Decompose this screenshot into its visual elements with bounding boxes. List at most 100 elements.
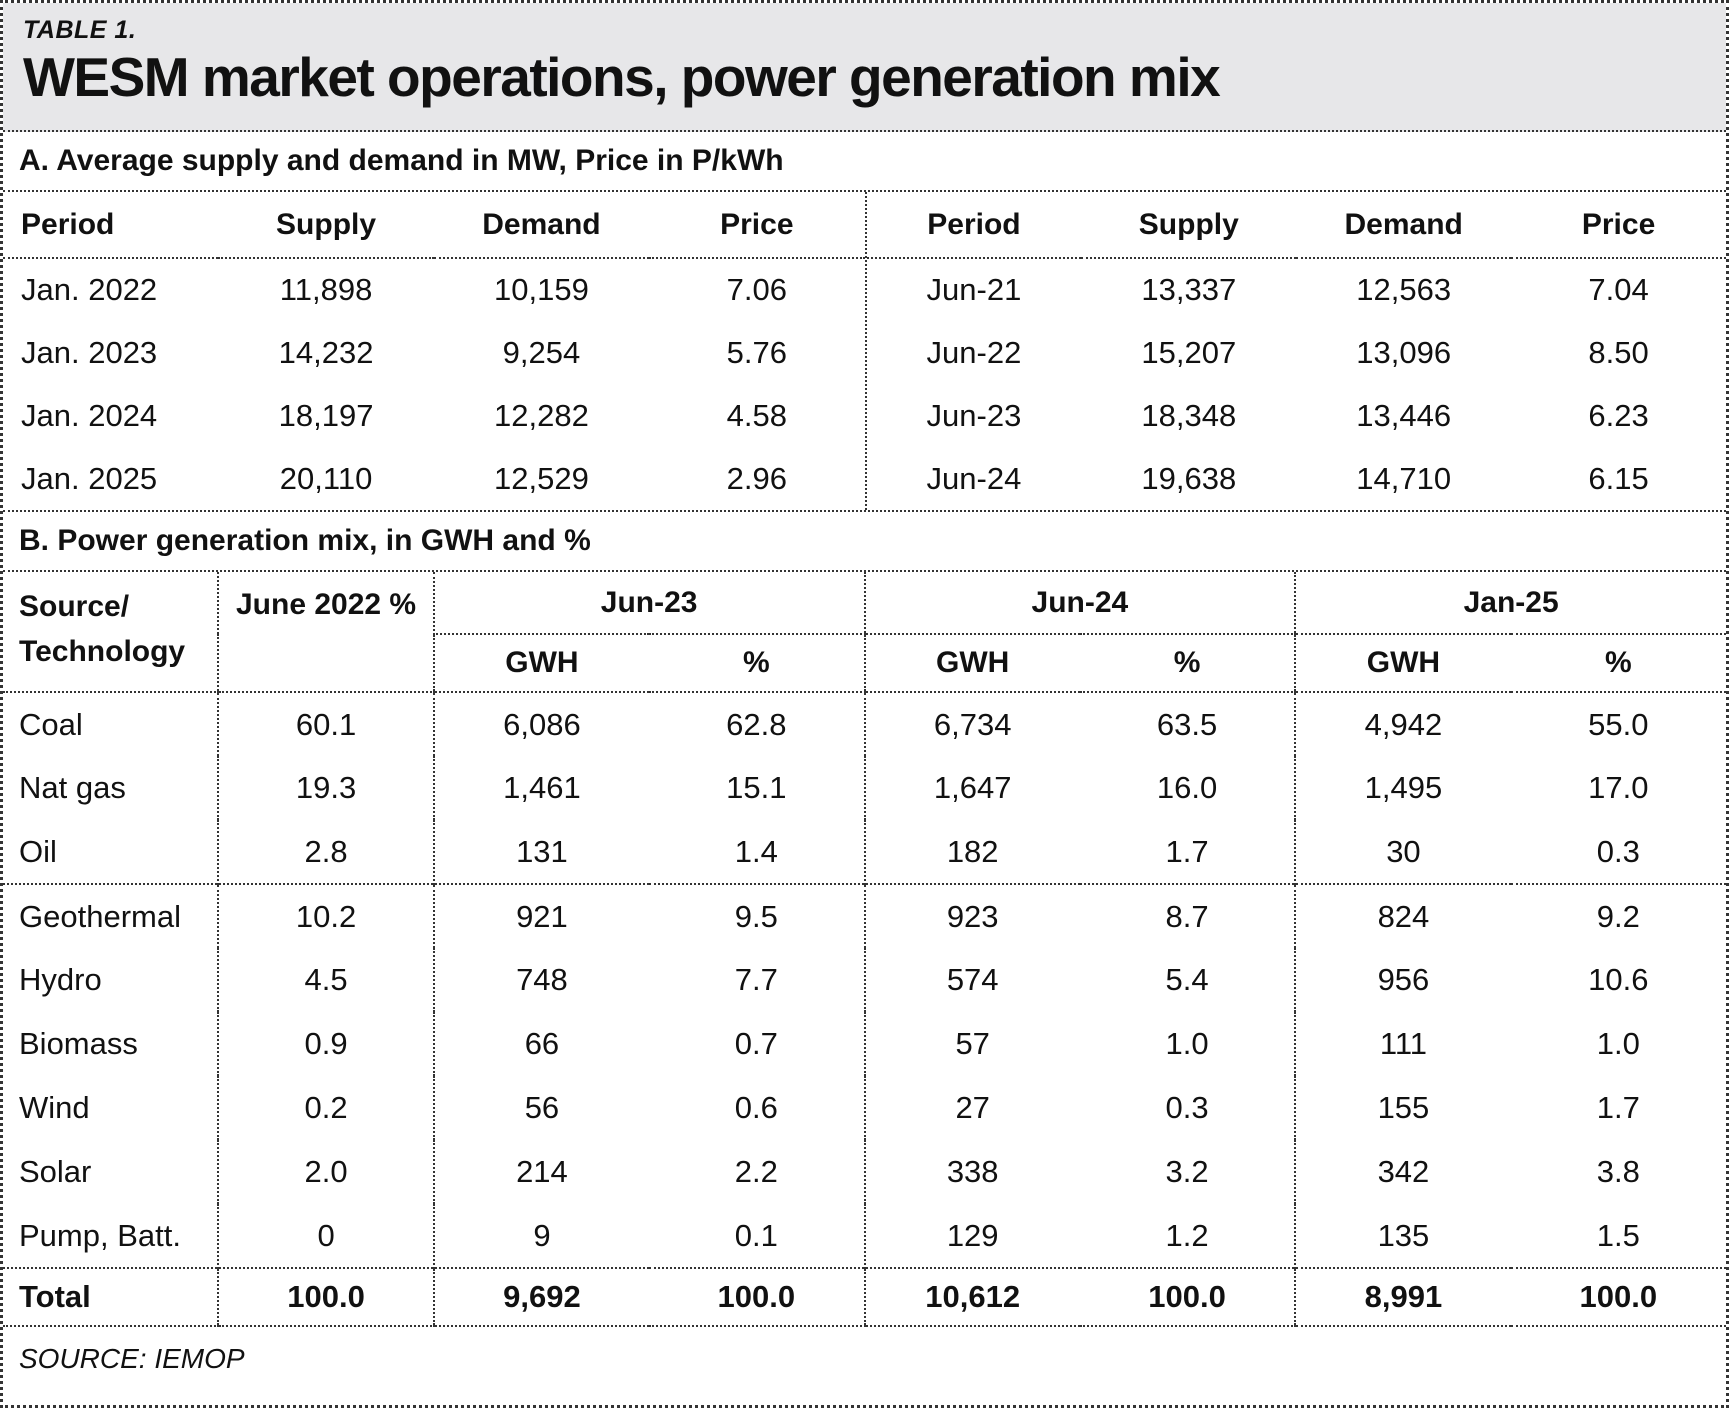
table-cell: 11,898 (279, 272, 373, 307)
table-cell: Jun-22 (926, 334, 1022, 370)
table-cell: 1.0 (1165, 1026, 1209, 1061)
table-cell: 55.0 (1588, 706, 1649, 742)
table-cell: Coal (19, 706, 83, 742)
table-cell: 0.9 (217, 1012, 434, 1076)
table-row: Biomass 0.9 66 0.7 57 1.0 111 1.0 (3, 1012, 1726, 1076)
table-cell: 111 (1294, 1012, 1511, 1076)
title-band: TABLE 1. WESM market operations, power g… (3, 3, 1726, 132)
table-cell: 921 (432, 883, 650, 948)
table-cell: 0.7 (734, 1026, 778, 1061)
table-cell: Geothermal (3, 883, 219, 948)
supply-demand-table-right: Period Supply Demand Price Jun-21 13,337 1… (866, 192, 1727, 510)
total-row: Total 100.0 9,692 100.0 10,612 100.0 8,9… (3, 1267, 1726, 1327)
table-cell: 1,495 (1294, 756, 1511, 820)
column-header-supply: Supply (218, 192, 434, 259)
table-cell: Biomass (19, 1026, 138, 1061)
table-cell: 14,710 (1356, 460, 1452, 496)
table-cell: 15.1 (726, 770, 787, 805)
table-cell: 1.7 (1165, 833, 1209, 869)
column-header-source-technology: Source/ Technology (3, 572, 219, 693)
table-cell: 214 (432, 1140, 650, 1204)
table-row: Solar 2.0 214 2.2 338 3.2 342 3.8 (3, 1140, 1726, 1204)
page-title: WESM market operations, power generation… (23, 46, 1221, 108)
table-cell: 1.4 (734, 833, 778, 869)
table-cell: 7.04 (1588, 272, 1649, 307)
table-cell: 12,529 (494, 460, 589, 496)
table-row: Jan. 2022 11,898 10,159 7.06 (3, 258, 865, 321)
table-cell: 13,446 (1356, 397, 1452, 433)
column-header-row: Period Supply Demand Price (3, 192, 865, 259)
table-cell: 12,563 (1356, 272, 1452, 307)
table-cell: 1.0 (1596, 1026, 1640, 1061)
table-cell: 8,991 (1294, 1267, 1511, 1327)
table-cell: 0.3 (1165, 1090, 1209, 1125)
table-cell: 956 (1294, 948, 1511, 1012)
column-header-june-2022: June 2022 % (217, 572, 434, 693)
table-cell: 9,254 (502, 334, 581, 370)
table-cell: 15,207 (1141, 334, 1237, 370)
subcolumn-header-row: GWH % GWH % GWH % (3, 634, 1726, 693)
column-header-price: Price (1511, 192, 1726, 259)
table-cell: 748 (432, 948, 650, 1012)
table-cell: 4.58 (726, 397, 787, 433)
table-cell: 9 (432, 1204, 650, 1268)
table-cell: Jan. 2024 (21, 397, 158, 433)
table-cell: 62.8 (726, 706, 787, 742)
section-a-right-table: Period Supply Demand Price Jun-21 13,337 1… (864, 192, 1727, 510)
table-cell: 5.76 (726, 334, 787, 370)
table-cell: Solar (19, 1154, 92, 1189)
column-header-demand: Demand (1296, 192, 1512, 259)
section-b-heading: B. Power generation mix, in GWH and % (3, 512, 1726, 572)
section-a-left-table: Period Supply Demand Price Jan. 2022 11,8… (3, 192, 865, 510)
table-cell: Nat gas (19, 770, 126, 805)
table-cell: Jan. 2022 (21, 272, 158, 307)
supply-demand-table-left: Period Supply Demand Price Jan. 2022 11,8… (3, 192, 865, 510)
table-cell: 100.0 (1510, 1267, 1726, 1327)
table-cell: 66 (432, 1012, 650, 1076)
table-cell: 5.4 (1165, 962, 1209, 997)
section-a-heading: A. Average supply and demand in MW, Pric… (3, 132, 1726, 192)
table-row: Jan. 2024 18,197 12,282 4.58 (3, 384, 865, 447)
table-cell: 63.5 (1156, 706, 1218, 742)
table-cell: 10.2 (217, 883, 434, 948)
table-cell: Jun-23 (926, 397, 1022, 433)
table-cell: 338 (863, 1140, 1080, 1204)
table-cell: 6.15 (1588, 460, 1649, 496)
table-cell: 19,638 (1141, 460, 1237, 496)
table-cell: 27 (863, 1076, 1080, 1140)
table-row: Oil 2.8 131 1.4 182 1.7 30 0.3 (3, 820, 1726, 884)
table-row: Geothermal 10.2 921 9.5 923 8.7 824 9.2 (3, 883, 1726, 948)
table-cell: 9.5 (649, 883, 865, 948)
table-row: Jun-21 13,337 12,563 7.04 (867, 258, 1727, 321)
table-cell: 342 (1294, 1140, 1511, 1204)
table-cell: 155 (1294, 1076, 1511, 1140)
subcolumn-header-gwh: GWH (432, 634, 650, 693)
group-header-jan-25: Jan-25 (1294, 572, 1726, 635)
subcolumn-header-pct: % (1079, 634, 1296, 693)
table-cell: 13,337 (1141, 272, 1237, 307)
table-cell: 182 (863, 820, 1080, 884)
table-cell: 14,232 (278, 334, 374, 370)
source-header-line2: Technology (19, 635, 186, 668)
table-cell: 135 (1294, 1204, 1511, 1268)
table-cell: 3.2 (1165, 1154, 1209, 1189)
table-cell: 9,692 (432, 1267, 650, 1327)
table-cell: Pump, Batt. (19, 1217, 181, 1253)
table-cell: 7.06 (726, 272, 787, 307)
table-row: Hydro 4.5 748 7.7 574 5.4 956 10.6 (3, 948, 1726, 1012)
source-note: SOURCE: IEMOP (19, 1343, 245, 1374)
table-cell: 0.1 (734, 1217, 778, 1253)
table-row: Coal 60.1 6,086 62.8 6,734 63.5 4,942 55.0 (3, 692, 1726, 756)
subcolumn-header-gwh: GWH (1294, 634, 1511, 693)
table-row: Jan. 2023 14,232 9,254 5.76 (3, 321, 865, 384)
table-cell: Oil (19, 833, 57, 869)
table-cell: 8.7 (1079, 883, 1296, 948)
table-cell: 7.7 (734, 962, 778, 997)
table-cell: 17.0 (1588, 770, 1649, 805)
table-cell: Total (3, 1267, 219, 1327)
table-row: Nat gas 19.3 1,461 15.1 1,647 16.0 1,495 17.0 (3, 756, 1726, 820)
table-cell: Wind (19, 1090, 90, 1125)
table-cell: 6,734 (863, 692, 1080, 756)
table-row: Jun-23 18,348 13,446 6.23 (867, 384, 1727, 447)
